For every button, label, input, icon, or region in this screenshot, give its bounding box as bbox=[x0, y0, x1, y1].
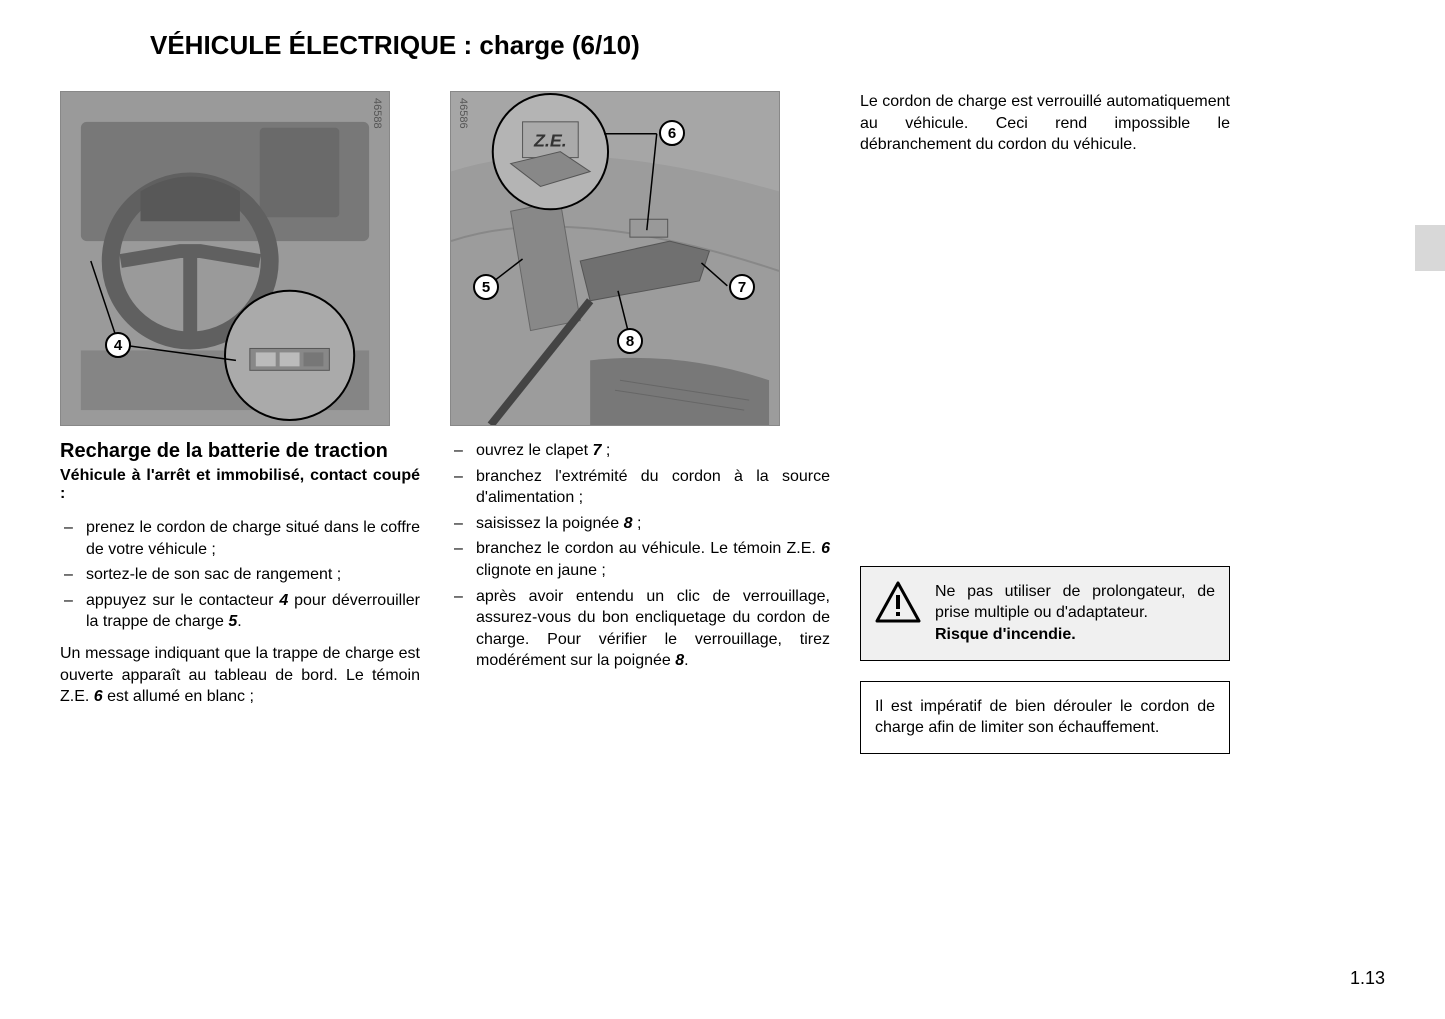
columns: 46588 4 Recharge de la batterie de tract… bbox=[60, 91, 1395, 754]
spacer bbox=[860, 166, 1230, 566]
paragraph-col1: Un message indiquant que la trappe de ch… bbox=[60, 643, 420, 708]
column-1: 46588 4 Recharge de la batterie de tract… bbox=[60, 91, 420, 754]
callout-8: 8 bbox=[617, 328, 643, 354]
bullet-2: sortez-le de son sac de rangement ; bbox=[60, 564, 420, 586]
bullets-col1: prenez le cordon de charge situé dans le… bbox=[60, 517, 420, 633]
edge-tab bbox=[1415, 225, 1445, 271]
bullet-c2-5: après avoir entendu un clic de verrouill… bbox=[450, 586, 830, 672]
callout-5: 5 bbox=[473, 274, 499, 300]
subheading-strong: Véhicule à l'arrêt et immobilisé bbox=[60, 467, 300, 484]
figure-charge-port: Z.E. 46586 5 6 7 8 bbox=[450, 91, 780, 426]
bullet-1: prenez le cordon de charge situé dans le… bbox=[60, 517, 420, 560]
figure-dashboard: 46588 4 bbox=[60, 91, 390, 426]
svg-text:Z.E.: Z.E. bbox=[533, 131, 567, 151]
bullet-3: appuyez sur le contacteur 4 pour déverro… bbox=[60, 590, 420, 633]
figure-code-2: 46586 bbox=[457, 98, 469, 129]
warning-text: Ne pas utiliser de prolongateur, de pris… bbox=[935, 581, 1215, 646]
subheading: Véhicule à l'arrêt et immobilisé, contac… bbox=[60, 467, 420, 503]
column-3: Le cordon de charge est verrouillé autom… bbox=[860, 91, 1230, 754]
section-heading: Recharge de la batterie de traction bbox=[60, 440, 420, 463]
column-2: Z.E. 46586 5 6 7 8 ouvrez le clapet 7 ; … bbox=[450, 91, 830, 754]
bullets-col2: ouvrez le clapet 7 ; branchez l'extrémit… bbox=[450, 440, 830, 672]
bullet-c2-2: branchez l'extrémité du cordon à la sour… bbox=[450, 466, 830, 509]
warning-icon bbox=[875, 581, 921, 646]
bullet-c2-1: ouvrez le clapet 7 ; bbox=[450, 440, 830, 462]
callout-4: 4 bbox=[105, 332, 131, 358]
figure-code-1: 46588 bbox=[371, 98, 383, 129]
callout-6: 6 bbox=[659, 120, 685, 146]
charge-illustration: Z.E. bbox=[451, 92, 779, 425]
note-box: Il est impératif de bien dérouler le cor… bbox=[860, 681, 1230, 754]
paragraph-col3-top: Le cordon de charge est verrouillé autom… bbox=[860, 91, 1230, 156]
bullet-c2-4: branchez le cordon au véhicule. Le témoi… bbox=[450, 538, 830, 581]
dashboard-illustration bbox=[61, 92, 389, 425]
bullet-c2-3: saisissez la poignée 8 ; bbox=[450, 513, 830, 535]
page-number: 1.13 bbox=[1350, 968, 1385, 989]
page-title: VÉHICULE ÉLECTRIQUE : charge (6/10) bbox=[150, 30, 1395, 61]
warning-box: Ne pas utiliser de prolongateur, de pris… bbox=[860, 566, 1230, 661]
callout-7: 7 bbox=[729, 274, 755, 300]
